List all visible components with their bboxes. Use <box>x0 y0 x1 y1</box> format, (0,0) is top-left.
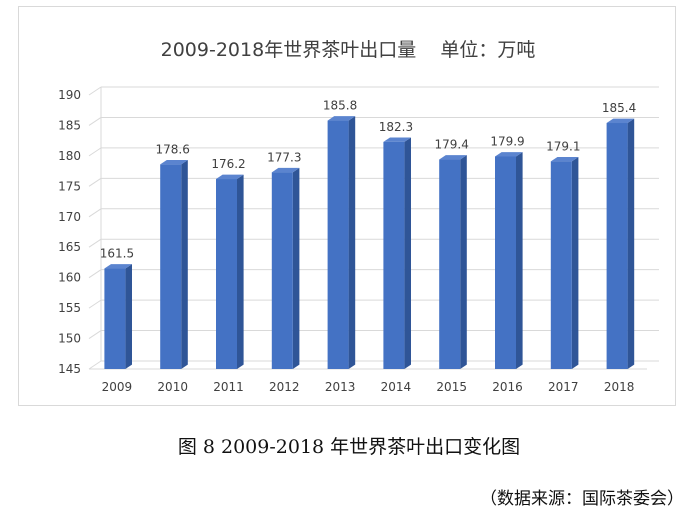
bar-side <box>237 174 244 369</box>
data-label: 179.4 <box>435 138 469 152</box>
bar-side <box>181 160 188 369</box>
gridline-depth <box>88 117 102 126</box>
data-label: 176.2 <box>211 157 245 171</box>
bar-top <box>271 167 300 173</box>
y-tick-label: 190 <box>58 88 81 102</box>
bar <box>271 172 293 369</box>
y-tick-label: 165 <box>58 240 81 254</box>
data-label: 178.6 <box>156 142 190 156</box>
data-label: 179.1 <box>546 139 580 153</box>
bar-top <box>327 116 356 121</box>
gridline-depth <box>88 177 102 187</box>
y-tick-label: 160 <box>58 271 81 285</box>
figure-caption: 图 8 2009-2018 年世界茶叶出口变化图 <box>177 436 521 458</box>
data-label: 177.3 <box>267 150 301 164</box>
bar-side <box>516 152 523 369</box>
gridline-depth <box>88 86 102 96</box>
bar-top <box>439 155 467 160</box>
x-tick-label: 2017 <box>548 380 579 394</box>
y-tick-label: 175 <box>58 179 81 193</box>
data-label: 179.9 <box>490 134 524 148</box>
bar <box>383 141 405 369</box>
y-tick-label: 180 <box>58 149 81 163</box>
chart-frame: 2009-2018年世界茶叶出口量 单位：万吨 145 150 155 160 165 17… <box>18 6 676 406</box>
bar-side <box>404 137 411 369</box>
gridline-depth <box>88 208 102 218</box>
x-tick-label: 2012 <box>269 380 300 394</box>
bar <box>216 179 237 369</box>
x-tick-label: 2014 <box>381 380 412 394</box>
bar-top <box>495 152 523 157</box>
data-label: 185.4 <box>602 101 636 115</box>
bar <box>495 156 516 369</box>
bar-side <box>125 264 132 369</box>
bar-top <box>383 137 411 142</box>
y-tick-label: 170 <box>58 210 81 224</box>
bar <box>160 164 182 369</box>
bar <box>439 159 461 369</box>
y-tick-label: 185 <box>58 118 81 132</box>
bar <box>327 120 349 369</box>
data-label: 185.8 <box>323 99 357 113</box>
bar-side <box>627 118 635 369</box>
x-tick-label: 2018 <box>604 380 635 394</box>
bar-top <box>160 160 188 165</box>
data-label: 161.5 <box>100 247 134 261</box>
bar-chart: 2009-2018年世界茶叶出口量 单位：万吨 145 150 155 160 165 17… <box>58 39 659 394</box>
bar-side <box>571 156 579 369</box>
bar-side <box>460 155 467 369</box>
x-tick-label: 2013 <box>325 380 356 394</box>
y-tick-label: 155 <box>58 301 81 315</box>
bar <box>606 123 628 370</box>
gridline-depth <box>88 330 102 339</box>
bar-top <box>104 264 132 269</box>
gridline-depth <box>88 238 102 248</box>
x-tick-label: 2016 <box>492 380 523 394</box>
y-tick-label: 150 <box>58 332 81 346</box>
x-tick-label: 2011 <box>213 380 244 394</box>
gridline-depth <box>88 147 102 157</box>
data-label: 182.3 <box>379 120 413 134</box>
x-tick-label: 2010 <box>157 380 188 394</box>
gridline-depth <box>88 299 102 309</box>
bar-side <box>292 167 300 369</box>
gridline-depth <box>88 269 102 279</box>
bar-top <box>216 174 244 180</box>
x-tick-label: 2015 <box>436 380 467 394</box>
data-source-note: （数据来源：国际茶委会） <box>480 489 684 509</box>
bar <box>550 161 572 369</box>
bar-side <box>348 116 356 369</box>
chart-title: 2009-2018年世界茶叶出口量 单位：万吨 <box>161 39 536 61</box>
bar <box>104 268 126 369</box>
y-tick-label: 145 <box>58 362 81 376</box>
bar-top <box>550 156 579 162</box>
x-tick-label: 2009 <box>102 380 133 394</box>
gridline-depth <box>88 360 102 370</box>
bar-top <box>606 118 635 124</box>
